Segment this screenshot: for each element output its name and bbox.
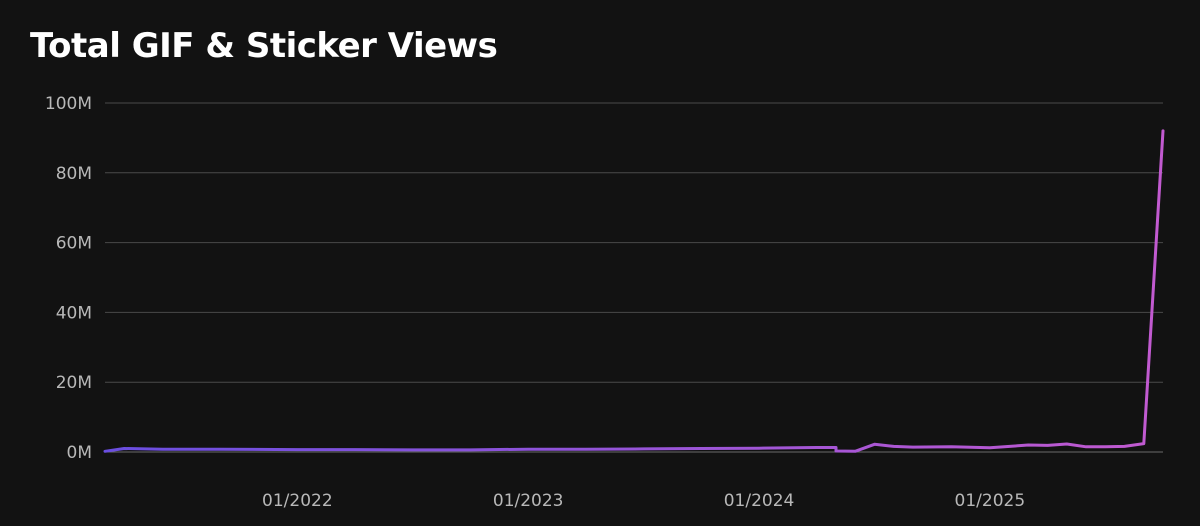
y-tick-label: 60M <box>56 234 92 254</box>
x-tick-label: 01/2025 <box>955 491 1026 511</box>
x-tick-label: 01/2022 <box>262 491 333 511</box>
grid-lines <box>105 102 1163 453</box>
y-tick-label: 0M <box>67 443 92 463</box>
x-tick-label: 01/2024 <box>724 491 795 511</box>
x-axis-ticks: 01/2022 01/2023 01/2024 01/2025 <box>262 491 1025 511</box>
y-axis-ticks: 0M 20M 40M 60M 80M 100M <box>45 94 92 463</box>
series-line <box>103 129 1165 453</box>
y-tick-label: 20M <box>56 373 92 393</box>
x-tick-label: 01/2023 <box>493 491 564 511</box>
y-tick-label: 100M <box>45 94 92 114</box>
chart-title: Total GIF & Sticker Views <box>30 26 498 66</box>
y-tick-label: 40M <box>56 303 92 323</box>
y-tick-label: 80M <box>56 164 92 184</box>
series-layer <box>103 129 1165 453</box>
